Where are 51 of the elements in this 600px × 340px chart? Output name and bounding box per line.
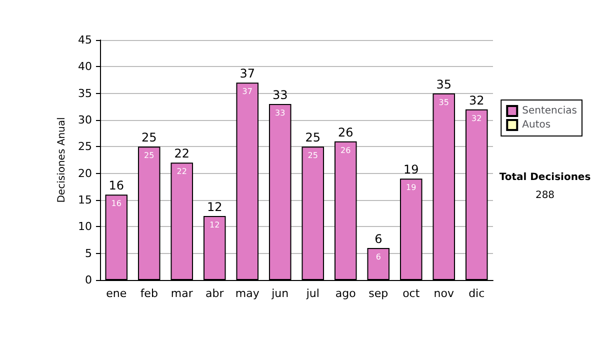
data-label: 33 — [275, 108, 286, 118]
total-label: 26 — [338, 125, 354, 140]
legend-label: Autos — [522, 120, 551, 130]
data-label: 26 — [340, 146, 351, 155]
x-tick-label: dic — [468, 287, 485, 300]
data-label: 25 — [308, 151, 318, 160]
y-tick-label: 10 — [78, 220, 92, 234]
y-tick-label: 5 — [85, 246, 92, 260]
total-label: 37 — [240, 66, 256, 81]
y-tick-label: 45 — [78, 34, 92, 46]
total-label: 12 — [206, 200, 222, 214]
data-label: 12 — [210, 220, 220, 230]
x-tick-label: ago — [335, 287, 356, 300]
data-label: 37 — [242, 87, 252, 96]
total-label: 19 — [403, 162, 419, 177]
y-tick-label: 0 — [85, 274, 92, 286]
total-label: 25 — [141, 130, 157, 145]
total-label: 35 — [436, 77, 452, 92]
total-label: 32 — [468, 93, 484, 108]
x-tick-label: ene — [106, 287, 127, 300]
y-tick-label: 15 — [78, 194, 92, 206]
total-label: 16 — [108, 178, 124, 193]
x-tick-label: may — [235, 287, 260, 300]
y-tick-label: 30 — [78, 114, 92, 126]
x-tick-label: sep — [368, 287, 388, 300]
text: Total Decisiones — [498, 172, 592, 183]
x-tick-label: nov — [434, 287, 454, 300]
data-label: 25 — [144, 151, 154, 160]
y-tick-label: 35 — [78, 86, 92, 100]
y-axis-title: Decisiones Anual — [56, 117, 68, 203]
y-tick-label: 40 — [78, 60, 92, 74]
x-tick-label: abr — [206, 287, 224, 300]
x-tick-label: feb — [140, 287, 158, 300]
data-label: 19 — [406, 183, 416, 192]
x-tick-label: jun — [270, 287, 289, 300]
text: 288 — [534, 190, 556, 201]
data-label: 22 — [176, 167, 187, 176]
y-tick-label: 20 — [78, 166, 92, 180]
data-label: 6 — [376, 252, 381, 262]
total-label: 22 — [174, 146, 190, 161]
y-tick-label: 25 — [78, 140, 92, 154]
total-label: 6 — [374, 232, 382, 246]
data-label: 35 — [438, 98, 449, 107]
legend-label: Sentencias — [522, 106, 578, 116]
total-label: 33 — [272, 88, 288, 102]
x-tick-label: mar — [170, 287, 194, 300]
data-label: 32 — [472, 114, 482, 123]
total-label: 25 — [305, 130, 321, 145]
data-label: 16 — [111, 199, 122, 208]
x-tick-label: jul — [305, 287, 320, 300]
x-tick-label: oct — [402, 287, 420, 300]
